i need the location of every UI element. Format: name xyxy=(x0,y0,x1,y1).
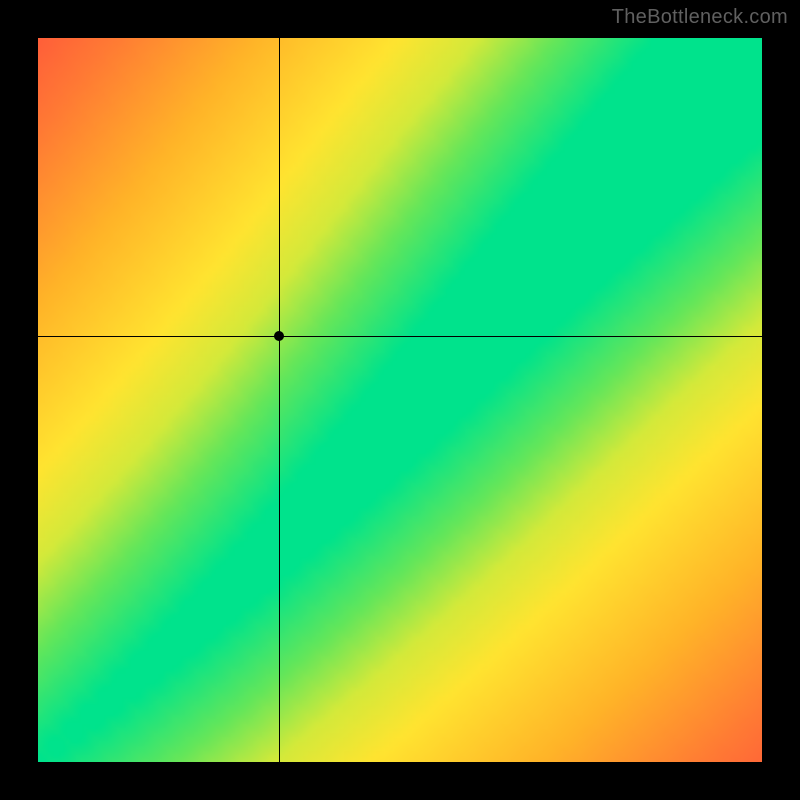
heatmap-canvas xyxy=(38,38,762,762)
crosshair-marker xyxy=(274,331,284,341)
crosshair-horizontal xyxy=(38,336,762,337)
watermark-text: TheBottleneck.com xyxy=(612,6,788,29)
crosshair-vertical xyxy=(279,38,280,762)
bottleneck-heatmap xyxy=(38,38,762,762)
